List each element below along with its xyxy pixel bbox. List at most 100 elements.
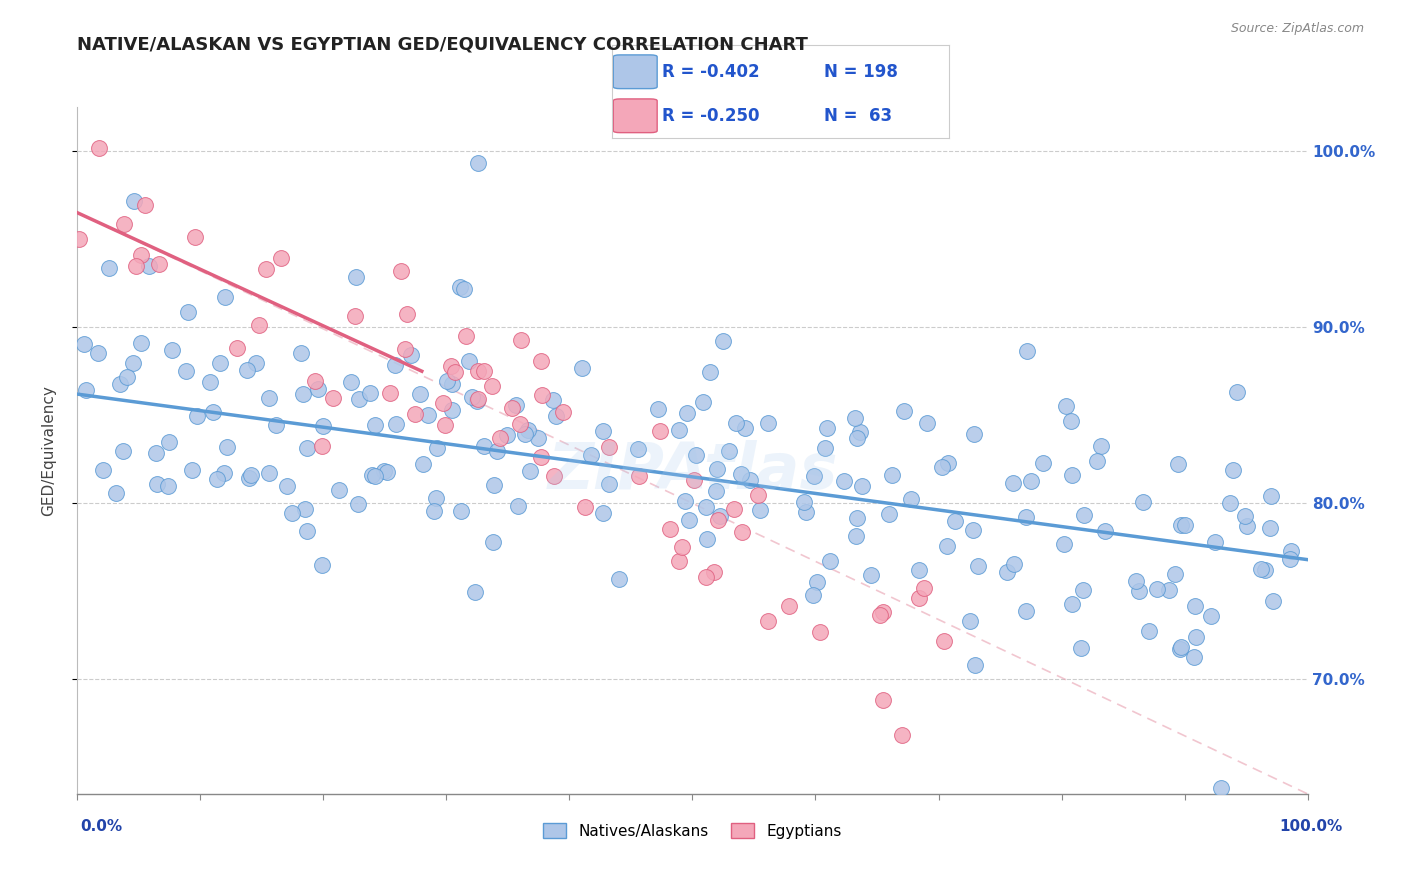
Point xyxy=(1017,343,1039,358)
Point xyxy=(806,574,828,589)
Point xyxy=(815,421,838,435)
Point xyxy=(105,485,128,500)
Point xyxy=(311,558,333,573)
Point xyxy=(112,217,135,231)
Point xyxy=(364,468,387,483)
Point xyxy=(201,404,224,418)
Point xyxy=(134,198,156,212)
Point xyxy=(444,365,467,379)
Point xyxy=(1184,599,1206,613)
Point xyxy=(440,376,463,391)
Point xyxy=(1250,562,1272,576)
Point xyxy=(963,657,986,672)
Point xyxy=(647,402,669,417)
Point xyxy=(527,431,550,445)
Point xyxy=(122,357,145,371)
Point xyxy=(695,500,717,515)
Point xyxy=(322,392,344,406)
Point xyxy=(1226,385,1249,400)
Point xyxy=(818,554,841,568)
Point xyxy=(872,693,894,707)
Point xyxy=(205,472,228,486)
Point xyxy=(692,395,714,409)
Point xyxy=(457,353,479,368)
Point xyxy=(311,439,333,453)
Point xyxy=(347,392,370,406)
Point xyxy=(963,427,986,442)
Point xyxy=(793,494,815,508)
Point xyxy=(627,442,650,457)
Point xyxy=(845,529,868,543)
Point xyxy=(1139,624,1161,638)
Point xyxy=(872,605,894,619)
Point xyxy=(425,491,447,505)
Point xyxy=(145,446,167,460)
Point xyxy=(129,248,152,262)
Point xyxy=(530,354,553,368)
Point xyxy=(1157,582,1180,597)
Point xyxy=(668,554,690,568)
Text: R = -0.402: R = -0.402 xyxy=(662,62,759,81)
Text: 100.0%: 100.0% xyxy=(1279,820,1343,834)
Point xyxy=(404,408,426,422)
Point xyxy=(1132,495,1154,509)
Point xyxy=(1201,609,1223,624)
Point xyxy=(157,435,180,450)
Point xyxy=(794,505,817,519)
Point xyxy=(704,484,727,499)
Point xyxy=(361,468,384,483)
Point xyxy=(849,425,872,439)
Point xyxy=(259,391,281,405)
Point xyxy=(509,417,531,431)
Point xyxy=(146,477,169,491)
Point xyxy=(808,624,831,639)
Point xyxy=(695,570,717,584)
Point xyxy=(73,337,96,351)
Point xyxy=(529,450,551,464)
Point xyxy=(1174,518,1197,533)
Point xyxy=(908,591,931,605)
Point xyxy=(481,379,503,393)
Point xyxy=(177,305,200,319)
Point xyxy=(510,333,533,347)
Point xyxy=(1054,400,1077,414)
Point xyxy=(709,508,731,523)
Point xyxy=(706,462,728,476)
Point xyxy=(1032,456,1054,470)
Point xyxy=(699,365,721,379)
Point xyxy=(217,440,239,454)
Point xyxy=(399,348,422,362)
Point xyxy=(592,506,614,520)
Point xyxy=(1260,490,1282,504)
Point xyxy=(869,607,891,622)
Point xyxy=(803,469,825,483)
Point xyxy=(174,364,197,378)
Point xyxy=(860,568,883,582)
Point xyxy=(186,409,208,423)
Point xyxy=(304,374,326,388)
Point xyxy=(1094,524,1116,538)
Point xyxy=(995,565,1018,579)
Point xyxy=(481,534,503,549)
Point xyxy=(97,260,120,275)
Point xyxy=(501,401,523,416)
Point xyxy=(707,513,730,527)
Point xyxy=(579,448,602,462)
Point xyxy=(731,525,754,540)
Point xyxy=(1015,510,1038,524)
Point xyxy=(432,395,454,409)
Point xyxy=(254,261,277,276)
Point xyxy=(683,473,706,487)
Point xyxy=(544,409,567,424)
Point xyxy=(454,328,477,343)
Point xyxy=(671,540,693,554)
Point xyxy=(384,358,406,372)
Point xyxy=(962,523,984,537)
Point xyxy=(257,466,280,480)
Point xyxy=(226,341,249,355)
Point xyxy=(467,156,489,170)
Point xyxy=(747,488,769,502)
Point xyxy=(1219,496,1241,510)
Point xyxy=(851,479,873,493)
Point xyxy=(157,479,180,493)
